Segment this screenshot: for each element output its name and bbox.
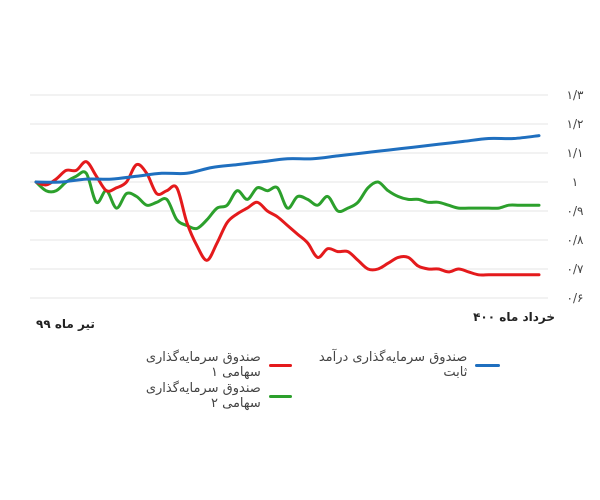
series-lines: [34, 134, 541, 277]
legend-swatch-equity-1: [268, 363, 292, 367]
legend-label-equity-1: صندوق سرمایه‌گذاری سهامی ۱: [145, 350, 261, 380]
y-tick-label: ۱/۲: [567, 117, 584, 131]
x-start-label: تیر ماه ۹۹: [36, 317, 95, 331]
legend-item-equity-2: صندوق سرمایه‌گذاری سهامی ۲: [110, 381, 292, 411]
legend-swatch-equity-2: [268, 394, 292, 398]
series-line-equity-2: [34, 170, 541, 231]
legend-item-equity-1: صندوق سرمایه‌گذاری سهامی ۱: [110, 350, 292, 380]
y-tick-label: ۰/۸: [567, 233, 584, 247]
y-tick-label: ۱/۱: [567, 146, 584, 160]
grid-lines: [30, 94, 548, 299]
x-end-label: خرداد ماه ۴۰۰: [473, 310, 555, 324]
y-tick-label: ۰/۹: [567, 204, 584, 218]
legend-label-equity-2: صندوق سرمایه‌گذاری سهامی ۲: [145, 381, 261, 411]
y-tick-label: ۱/۳: [567, 88, 584, 102]
y-tick-label: ۰/۷: [567, 262, 584, 276]
legend-label-fixed-income: صندوق سرمایه‌گذاری درآمد ثابت: [318, 350, 468, 380]
line-chart: ۰/۶ ۰/۷ ۰/۸ ۰/۹ ۱ ۱/۱ ۱/۲ ۱/۳ تیر ماه ۹۹ خرداد …: [30, 88, 584, 331]
legend-item-fixed-income: صندوق سرمایه‌گذاری درآمد ثابت: [300, 350, 500, 380]
series-line-equity-1: [34, 160, 541, 277]
legend-swatch-fixed-income: [475, 363, 500, 367]
y-axis-ticks: ۰/۶ ۰/۷ ۰/۸ ۰/۹ ۱ ۱/۱ ۱/۲ ۱/۳: [567, 88, 584, 305]
series-line-fixed-income: [34, 134, 541, 184]
y-tick-label: ۰/۶: [567, 291, 584, 305]
y-tick-label: ۱: [572, 175, 578, 189]
